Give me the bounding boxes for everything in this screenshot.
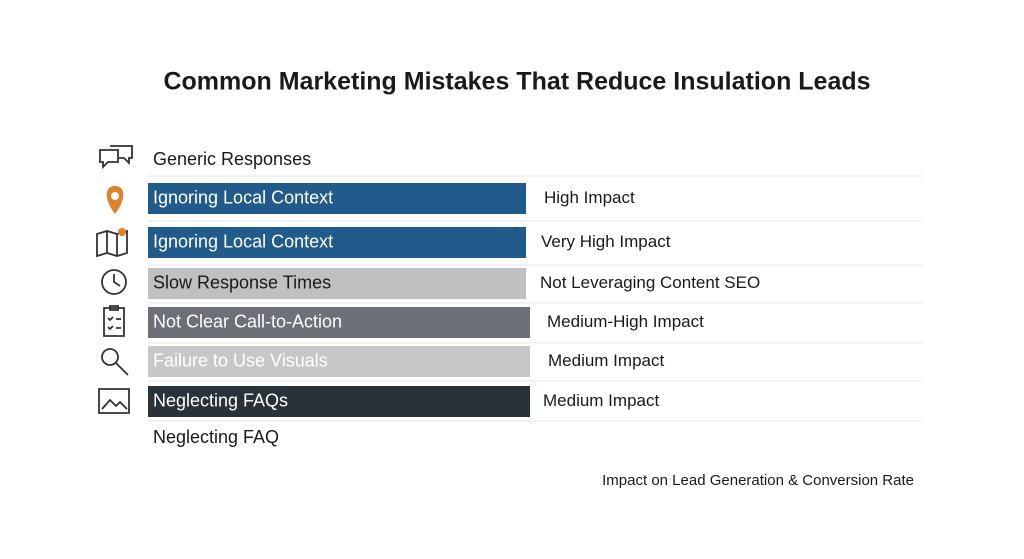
bar-label: Slow Response Times — [153, 272, 331, 292]
bar — [148, 268, 526, 299]
title: Common Marketing Mistakes That Reduce In… — [163, 68, 870, 96]
image-icon — [98, 388, 130, 414]
impact-label: Very High Impact — [541, 232, 671, 251]
checklist-icon — [103, 305, 125, 337]
bar-label: Ignoring Local Context — [153, 231, 333, 251]
bar — [148, 307, 530, 338]
impact-label: Medium-High Impact — [547, 312, 704, 331]
search-icon — [101, 348, 119, 366]
impact-label: Medium Impact — [543, 391, 659, 410]
bar — [148, 386, 530, 417]
bar — [148, 183, 526, 214]
map-pin — [118, 228, 126, 236]
impact-label: Not Leveraging Content SEO — [540, 273, 760, 292]
bar — [148, 346, 530, 377]
bar-label: Not Clear Call-to-Action — [153, 311, 342, 331]
chat-icon — [99, 145, 133, 170]
impact-label: High Impact — [544, 188, 635, 207]
bar — [148, 227, 526, 258]
pin-dot — [111, 192, 119, 200]
clock-hands — [113, 274, 121, 287]
impact-label: Medium Impact — [548, 351, 664, 370]
clock-icon — [101, 269, 127, 295]
map-icon — [96, 229, 128, 258]
search-handle — [115, 362, 129, 376]
bottom-label: Neglecting FAQ — [153, 427, 279, 447]
icons — [96, 145, 133, 414]
bar-label: Neglecting FAQs — [153, 390, 288, 410]
bar-label: Ignoring Local Context — [153, 187, 333, 207]
top-label: Generic Responses — [153, 149, 311, 169]
footer: Impact on Lead Generation & Conversion R… — [602, 472, 914, 489]
bar-label: Failure to Use Visuals — [153, 350, 328, 370]
rows: Ignoring Local Context High Impact Ignorin… — [148, 175, 922, 422]
